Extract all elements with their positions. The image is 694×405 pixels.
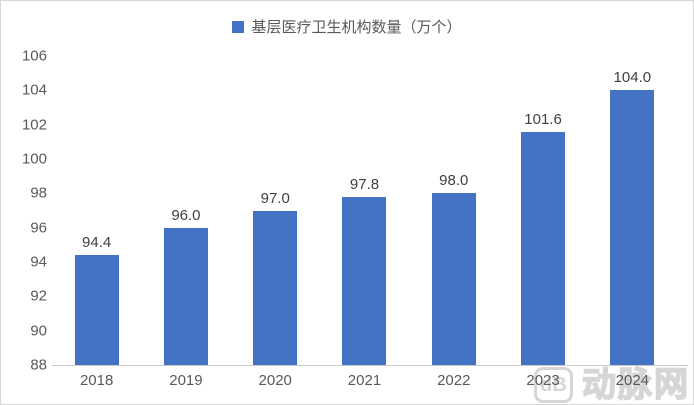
x-axis-tick-label: 2023: [526, 372, 560, 389]
bar: [74, 255, 119, 365]
bar-column: 98.0: [409, 56, 498, 365]
data-label: 94.4: [82, 234, 112, 252]
bar: [610, 90, 655, 365]
bar-column: 96.0: [141, 56, 230, 365]
y-axis-tick-label: 92: [30, 287, 47, 305]
y-axis-tick-label: 102: [21, 116, 47, 134]
x-axis-tick-label: 2020: [258, 372, 292, 389]
x-axis-tick-label: 2024: [615, 372, 650, 389]
x-axis-tick-label: 2018: [79, 372, 114, 389]
x-axis-tick-label: 2019: [169, 372, 203, 389]
legend: 基层医疗卫生机构数量（万个）: [1, 16, 693, 37]
data-label: 104.0: [613, 69, 652, 87]
bar-column: 97.8: [320, 56, 409, 365]
watermark: dB 动脉网: [534, 367, 690, 403]
watermark-logo-icon: dB: [534, 367, 573, 403]
data-label: 101.6: [524, 110, 562, 128]
bar-column: 101.6: [498, 56, 587, 365]
y-axis-tick-label: 88: [30, 356, 47, 374]
legend-marker-icon: [232, 20, 245, 33]
bar: [521, 131, 566, 365]
data-label: 96.0: [171, 206, 201, 224]
y-axis-tick-label: 96: [30, 219, 47, 237]
legend-label: 基层医疗卫生机构数量（万个）: [251, 19, 462, 36]
x-axis-tick-label: 2021: [347, 372, 382, 389]
data-label: 97.0: [260, 189, 290, 207]
bar: [253, 210, 298, 365]
y-axis-tick-label: 100: [21, 150, 47, 168]
y-axis-tick-label: 104: [21, 81, 47, 99]
y-axis: 88 90 92 94 96 98 100 102 104 106: [1, 49, 47, 373]
bar-column: 104.0: [588, 56, 677, 365]
x-axis-tick-label: 2022: [437, 372, 471, 389]
bar: [431, 193, 476, 365]
plot-area: 94.4 96.0 97.0 97.8 98.0 101.6 104.0: [52, 56, 677, 365]
bar-column: 97.0: [231, 56, 320, 365]
y-axis-tick-label: 94: [30, 253, 47, 271]
bar-column: 94.4: [52, 56, 141, 365]
y-axis-tick-label: 90: [30, 322, 47, 340]
x-axis: 2018 2019 2020 2021 2022 2023 2024: [52, 372, 677, 389]
x-axis-line: [52, 365, 688, 366]
y-axis-tick-label: 106: [21, 47, 47, 65]
data-label: 98.0: [439, 172, 469, 190]
data-label: 97.8: [349, 175, 380, 193]
bar: [163, 227, 208, 365]
watermark-text: 动脉网: [581, 366, 690, 404]
y-axis-tick-label: 98: [30, 184, 47, 202]
bar: [342, 196, 387, 365]
